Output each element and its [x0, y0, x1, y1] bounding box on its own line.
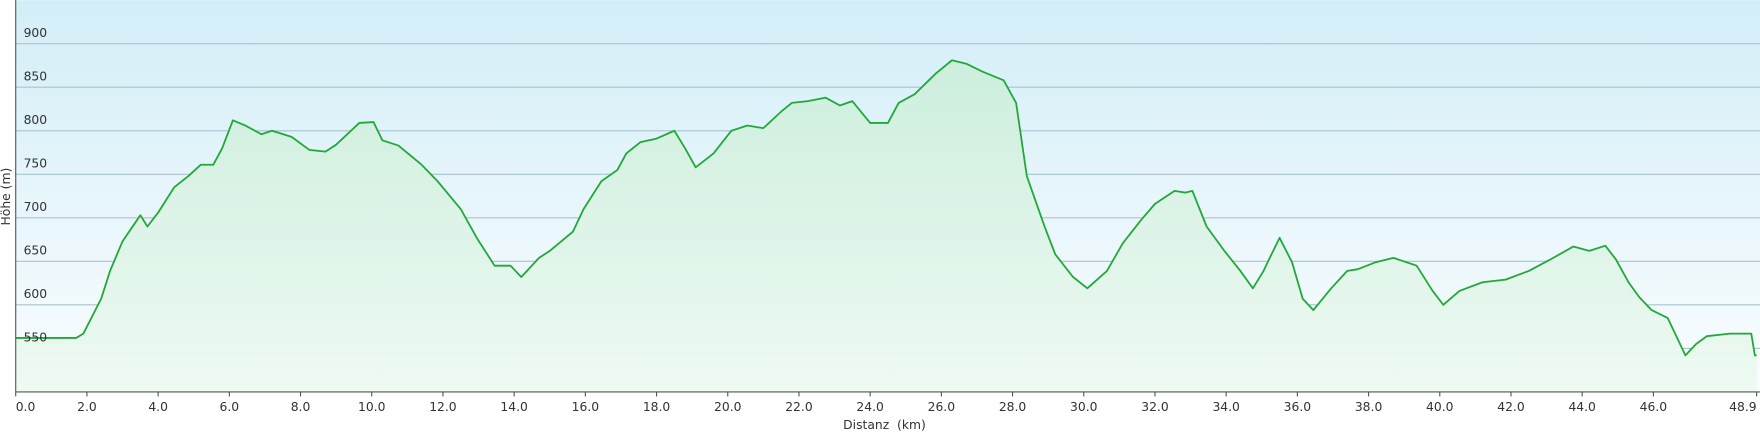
x-tick-label: 28.0 — [999, 400, 1027, 414]
y-tick-label: 650 — [24, 244, 48, 258]
x-tick-label: 20.0 — [714, 400, 742, 414]
x-tick-label: 18.0 — [643, 400, 671, 414]
x-tick-label: 32.0 — [1141, 400, 1169, 414]
elevation-line — [15, 59, 1757, 357]
x-tick-label: 34.0 — [1212, 400, 1240, 414]
x-tick-label: 44.0 — [1568, 400, 1596, 414]
plot — [15, 59, 1757, 392]
x-tick-label: 8.0 — [291, 400, 311, 414]
x-tick-label: 16.0 — [572, 400, 600, 414]
x-tick-label: 14.0 — [500, 400, 528, 414]
x-tick-label: 26.0 — [928, 400, 956, 414]
x-tick-label: 12.0 — [429, 400, 457, 414]
x-tick-label: 6.0 — [220, 400, 240, 414]
x-tick-label: 36.0 — [1284, 400, 1312, 414]
y-tick-label: 750 — [24, 157, 48, 171]
y-tick-label: 800 — [24, 113, 48, 127]
labels: 550 600 650 700 750 800 850 900 0.0 2.0 4.0 6.0 8.0 1… — [15, 26, 1758, 414]
x-tick-label: 2.0 — [77, 400, 97, 414]
x-tick-label: 48.9 — [1729, 400, 1756, 414]
x-tick-label: 0.0 — [16, 400, 36, 414]
x-tick-label: 4.0 — [148, 400, 168, 414]
y-tick-label: 700 — [24, 200, 48, 214]
x-tick-label: 24.0 — [856, 400, 884, 414]
x-tick-label: 46.0 — [1640, 400, 1668, 414]
y-axis-title: Höhe (m) — [0, 168, 13, 226]
x-axis-title: Distanz (km) — [843, 418, 926, 432]
x-tick-label: 38.0 — [1355, 400, 1383, 414]
x-tick-label: 42.0 — [1497, 400, 1525, 414]
x-tick-label: 30.0 — [1070, 400, 1098, 414]
x-tick-label: 10.0 — [358, 400, 386, 414]
y-tick-label: 600 — [24, 287, 48, 301]
x-tick-label: 22.0 — [785, 400, 813, 414]
area-fill — [15, 60, 1757, 392]
y-tick-label: 550 — [24, 331, 48, 345]
y-tick-label: 850 — [24, 70, 48, 84]
y-tick-label: 900 — [24, 26, 48, 40]
x-tick-label: 40.0 — [1426, 400, 1454, 414]
